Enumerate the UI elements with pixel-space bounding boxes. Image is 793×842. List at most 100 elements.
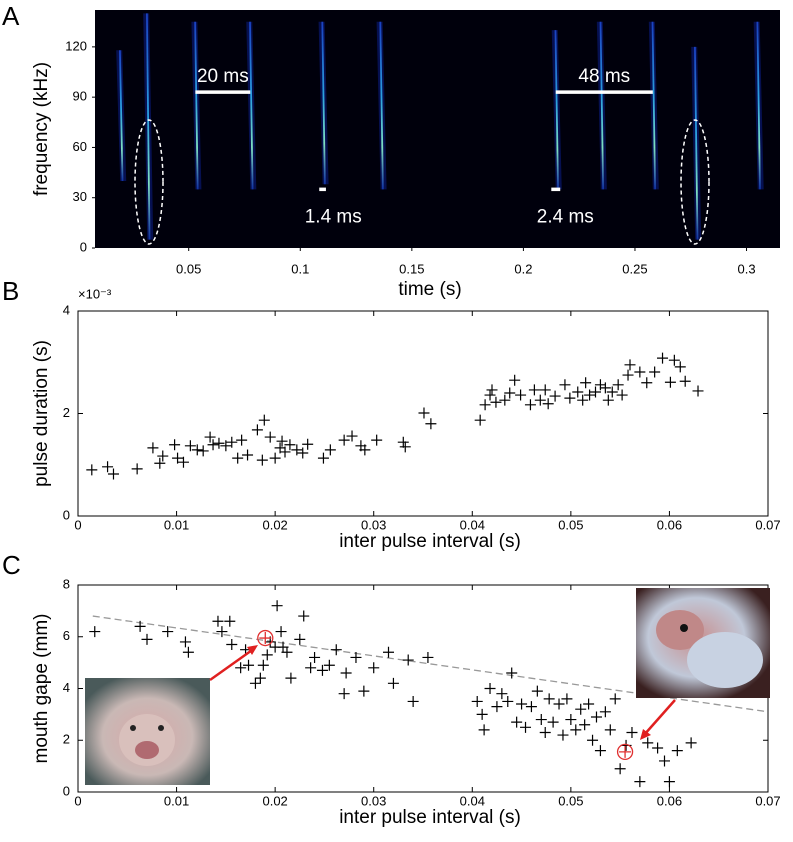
point (309, 651, 321, 663)
point (570, 724, 582, 736)
y-tick-label: 0 (63, 507, 70, 522)
x-tick-label: 0.01 (164, 793, 189, 808)
point (204, 431, 216, 443)
point (169, 439, 181, 451)
point (232, 452, 244, 464)
point (649, 366, 661, 378)
x-tick-label: 0 (74, 793, 81, 808)
x-tick-label: 0.07 (755, 517, 780, 532)
point (557, 729, 569, 741)
point (323, 659, 335, 671)
point (612, 379, 624, 391)
point (528, 384, 540, 396)
highlight-point (619, 745, 632, 758)
point (358, 685, 370, 697)
point (539, 726, 551, 738)
highlight-point (616, 743, 634, 761)
point (572, 386, 584, 398)
y-tick-label: 6 (63, 628, 70, 643)
x-tick-label: 0.03 (361, 517, 386, 532)
point (564, 392, 576, 404)
point (134, 620, 146, 632)
y-tick-label: 2 (63, 732, 70, 747)
point (531, 685, 543, 697)
x-axis-label: inter pulse interval (s) (339, 807, 521, 828)
x-tick-label: 0.25 (622, 261, 647, 276)
trendline (92, 615, 769, 713)
point (216, 626, 228, 638)
highlight-point (259, 632, 272, 645)
point (484, 683, 496, 694)
x-tick-label: 0.03 (361, 793, 386, 808)
point (511, 716, 523, 728)
x-axis-label: inter pulse interval (s) (339, 531, 521, 552)
point (281, 646, 293, 658)
point (602, 394, 614, 406)
point (553, 698, 565, 710)
point (599, 706, 611, 718)
point (236, 434, 248, 446)
point (162, 626, 174, 638)
point (271, 600, 283, 612)
point (504, 387, 516, 399)
point (543, 693, 555, 705)
point (197, 445, 209, 457)
x-tick-label: 0.05 (558, 793, 583, 808)
y-tick-label: 90 (73, 89, 87, 104)
point (609, 693, 621, 705)
point (634, 366, 646, 378)
y-multiplier: ×10⁻³ (78, 286, 112, 301)
point (664, 376, 676, 388)
point (525, 701, 537, 713)
x-tick-label: 0.3 (737, 261, 755, 276)
point (491, 701, 503, 713)
point (179, 636, 191, 648)
y-axis-label: pulse duration (s) (31, 340, 52, 487)
point (317, 452, 329, 464)
point (479, 399, 491, 411)
point (257, 659, 269, 671)
pulse (379, 21, 384, 190)
point (346, 430, 358, 442)
point (478, 724, 490, 736)
point (641, 377, 653, 389)
point (474, 414, 486, 426)
point (659, 755, 670, 767)
y-tick-label: 120 (65, 38, 87, 53)
spectrogram-background (95, 10, 780, 248)
x-tick-label: 0.06 (657, 517, 682, 532)
highlight-ellipse (680, 119, 710, 245)
point (587, 734, 599, 746)
point (251, 424, 263, 436)
y-tick-label: 0 (80, 239, 87, 254)
x-tick-label: 0.1 (291, 261, 309, 276)
y-tick-label: 30 (73, 189, 87, 204)
point (634, 776, 646, 788)
point (258, 414, 270, 426)
annotation: 20 ms (197, 66, 249, 87)
point (663, 776, 675, 788)
point (471, 695, 483, 707)
point (604, 724, 616, 736)
point (191, 444, 203, 456)
point (671, 745, 683, 757)
point (506, 667, 518, 679)
point (397, 436, 409, 448)
point (594, 745, 606, 757)
point (547, 716, 559, 728)
point (383, 646, 394, 658)
point (534, 394, 546, 406)
pulse (321, 21, 326, 185)
panel-label: A (2, 1, 20, 31)
point (425, 418, 437, 430)
y-tick-label: 2 (63, 405, 70, 420)
pulse (146, 13, 151, 240)
point (294, 633, 306, 645)
panel-label: C (2, 550, 21, 580)
point (679, 375, 691, 387)
point (330, 644, 342, 656)
x-tick-label: 0.15 (399, 261, 424, 276)
x-axis-label: time (s) (398, 279, 461, 300)
pulse (194, 21, 199, 190)
point (224, 615, 236, 627)
